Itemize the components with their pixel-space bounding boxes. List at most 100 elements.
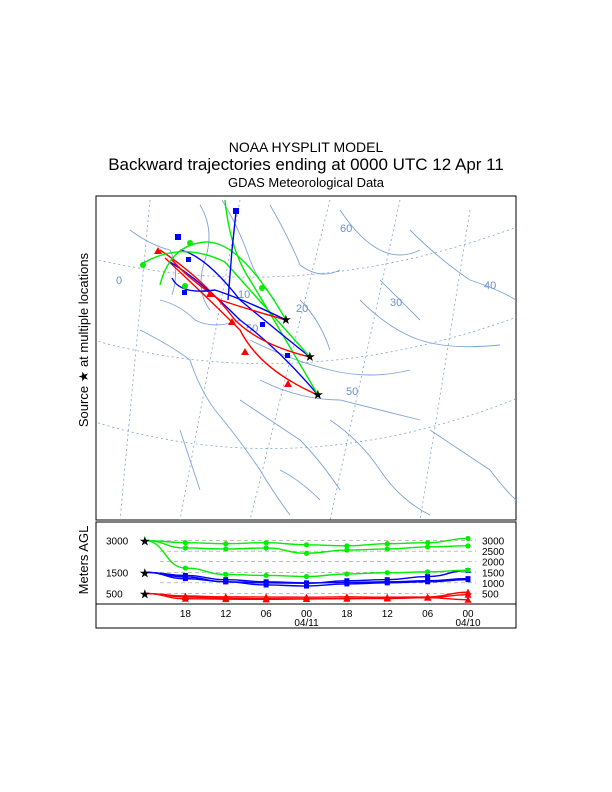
series-point-circle bbox=[263, 540, 269, 546]
latitude-line bbox=[96, 226, 516, 278]
series-point-circle bbox=[465, 543, 471, 549]
series-point-circle bbox=[182, 565, 188, 571]
time-tick-label: 06 bbox=[422, 609, 434, 620]
series-point-circle bbox=[384, 546, 390, 552]
left-height-label: 3000 bbox=[106, 537, 129, 548]
y-axis-label: Meters AGL bbox=[76, 526, 91, 595]
border bbox=[299, 299, 331, 351]
series-point-triangle bbox=[343, 595, 351, 602]
longitude-line bbox=[179, 199, 241, 520]
series-point-square bbox=[304, 583, 309, 589]
series-point-square bbox=[425, 574, 431, 580]
trajectory-1500m bbox=[171, 277, 287, 321]
trajectory-markers bbox=[140, 208, 292, 387]
start-star-icon: ★ bbox=[139, 566, 151, 581]
series-point-circle bbox=[344, 571, 350, 577]
series-point-square bbox=[223, 579, 229, 585]
right-height-label: 1000 bbox=[482, 579, 505, 590]
start-star-icon: ★ bbox=[139, 535, 151, 550]
series-point-circle bbox=[425, 540, 431, 546]
time-tick-label: 18 bbox=[341, 609, 353, 620]
series-point-circle bbox=[182, 540, 188, 546]
border bbox=[409, 229, 516, 301]
data-source-title: GDAS Meteorological Data bbox=[227, 175, 385, 190]
time-tick-label: 06 bbox=[261, 609, 273, 620]
time-tick-label: 00 bbox=[301, 609, 313, 620]
trajectory-500m bbox=[171, 259, 287, 321]
trajectory-3000m bbox=[139, 251, 311, 358]
series-point-triangle bbox=[383, 595, 391, 602]
time-tick-label: 00 bbox=[462, 609, 474, 620]
right-height-label: 2500 bbox=[482, 547, 505, 558]
right-height-labels: 3000 2500 2000 1500 1000 500 bbox=[482, 537, 505, 601]
longitude-line bbox=[419, 209, 471, 520]
border bbox=[359, 299, 501, 348]
coastline bbox=[199, 204, 211, 311]
border bbox=[239, 399, 341, 491]
marker-circle bbox=[187, 240, 193, 246]
marker-circle bbox=[140, 262, 146, 268]
border bbox=[429, 429, 516, 501]
series-point-circle bbox=[425, 544, 431, 550]
map-side-label: Source ★ at multiple locations bbox=[76, 252, 91, 427]
series-point-circle bbox=[182, 545, 188, 551]
series-point-square bbox=[384, 580, 390, 586]
grid-label: 10 bbox=[238, 289, 250, 301]
coastline bbox=[129, 229, 176, 296]
border bbox=[379, 279, 421, 321]
series-point-circle bbox=[223, 546, 229, 552]
trajectory-1500m bbox=[169, 261, 319, 396]
date-label: 04/10 bbox=[455, 618, 480, 629]
series-point-square bbox=[465, 577, 471, 583]
series-point-square bbox=[344, 581, 350, 587]
source-star-icon: ★ bbox=[312, 388, 324, 403]
right-height-label: 500 bbox=[482, 589, 499, 600]
height-panel: ★ ★ ★ 3000 1500 500 3000 2500 2000 1500 10… bbox=[95, 521, 517, 629]
series-point-circle bbox=[263, 572, 269, 579]
series-point-triangle bbox=[464, 596, 472, 603]
series-point-circle bbox=[303, 550, 310, 556]
coastline bbox=[159, 299, 241, 326]
grid-label: 30 bbox=[390, 297, 402, 309]
longitude-line bbox=[119, 199, 151, 520]
start-star-icon: ★ bbox=[139, 587, 151, 602]
chart-title: Backward trajectories ending at 0000 UTC… bbox=[108, 155, 504, 174]
series-point-circle bbox=[303, 573, 310, 580]
series-point-square bbox=[182, 574, 188, 580]
marker-square bbox=[182, 290, 187, 295]
map-graticule bbox=[96, 199, 516, 520]
grid-label: 0 bbox=[116, 275, 122, 287]
series-point-triangle bbox=[222, 595, 230, 603]
map-coastlines bbox=[129, 199, 516, 516]
series-point-circle bbox=[384, 541, 390, 547]
height-series: ★ ★ ★ bbox=[139, 535, 472, 603]
time-tick-label: 12 bbox=[220, 609, 232, 620]
grid-label: 40 bbox=[484, 280, 496, 292]
series-point-square bbox=[425, 579, 431, 585]
marker-square bbox=[175, 234, 181, 240]
series-point-square bbox=[263, 582, 269, 588]
border bbox=[329, 419, 431, 516]
series-point-triangle bbox=[464, 591, 472, 598]
time-tick-label: 18 bbox=[180, 609, 192, 620]
series-point-circle bbox=[465, 567, 471, 573]
marker-triangle bbox=[228, 318, 236, 325]
time-tick-label: 12 bbox=[382, 609, 394, 620]
series-point-triangle bbox=[424, 594, 432, 601]
marker-square bbox=[186, 257, 191, 262]
series-point-triangle bbox=[303, 595, 310, 602]
series-point-circle bbox=[344, 547, 350, 553]
series-point-circle bbox=[223, 571, 229, 578]
right-height-label: 2000 bbox=[482, 558, 505, 569]
marker-square bbox=[233, 208, 239, 214]
source-star-icon: ★ bbox=[280, 313, 292, 328]
left-height-label: 1500 bbox=[106, 568, 129, 579]
latitude-line bbox=[96, 316, 516, 365]
trajectory-500m bbox=[159, 249, 311, 358]
series-point-square bbox=[263, 579, 269, 585]
trajectory-1500m bbox=[227, 211, 237, 301]
time-ticks: 18 12 06 00 18 12 06 00 04/11 04/10 bbox=[180, 609, 481, 629]
grid-label: 20 bbox=[296, 303, 308, 315]
series-point-circle bbox=[425, 569, 431, 575]
